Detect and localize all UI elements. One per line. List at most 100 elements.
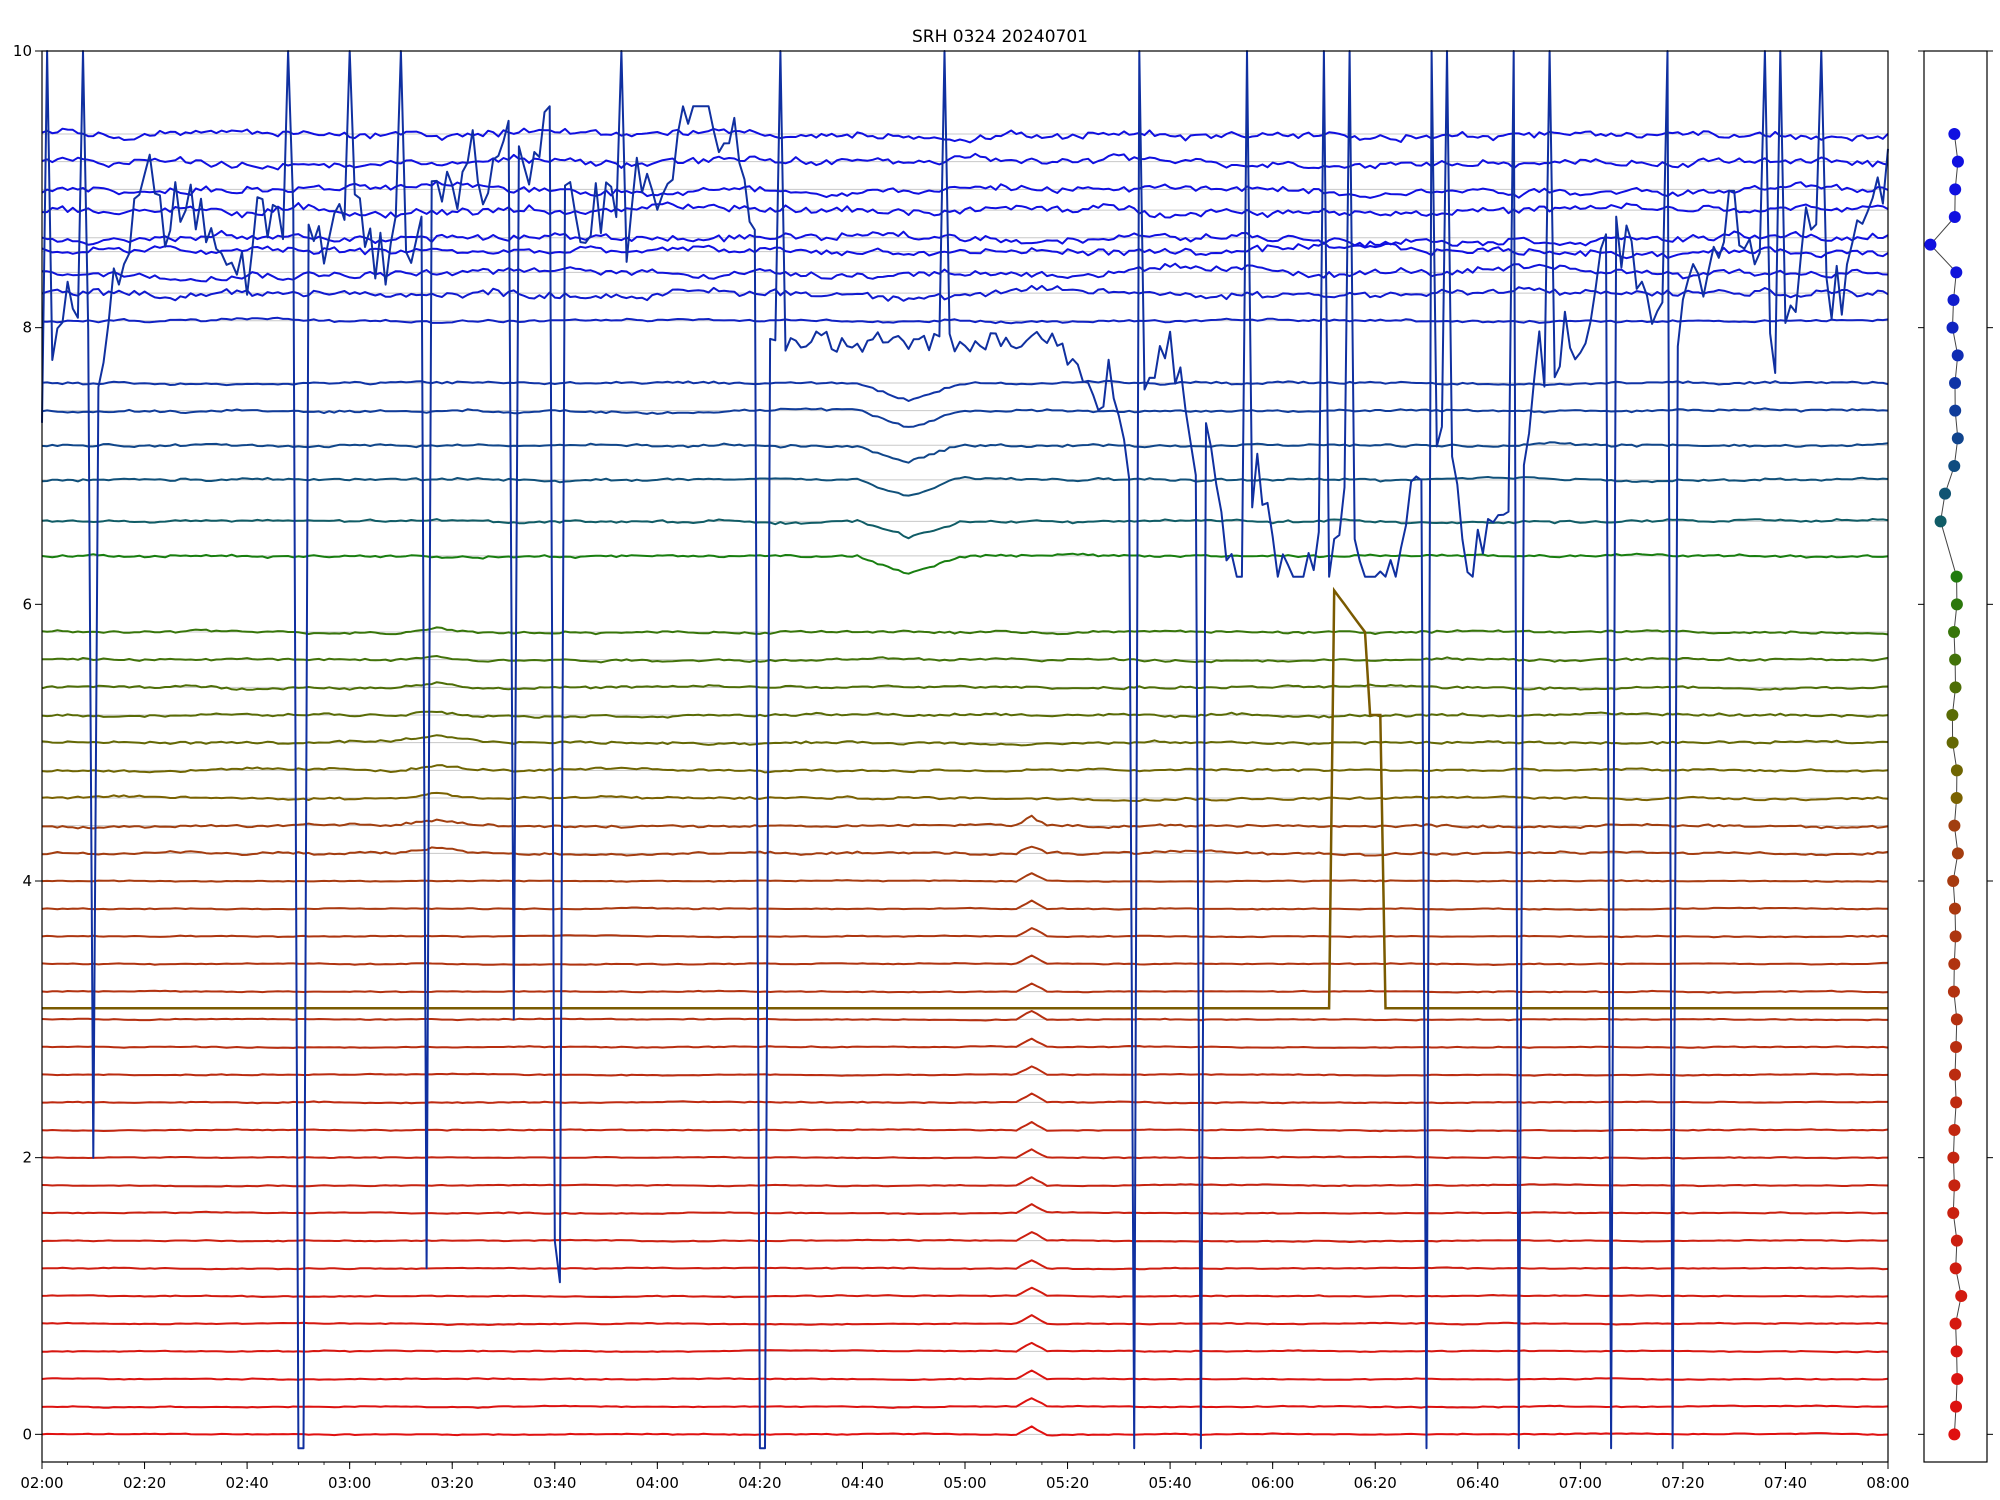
- side-point: [1947, 875, 1960, 887]
- side-point: [1950, 764, 1963, 777]
- side-point: [1950, 1400, 1963, 1413]
- series-line: [41, 1121, 1889, 1133]
- side-point: [1947, 294, 1960, 306]
- series-line: [41, 927, 1889, 939]
- side-point: [1949, 404, 1962, 417]
- x-tick-label: 08:00: [1866, 1474, 1909, 1492]
- series-line: [41, 441, 1889, 464]
- side-point: [1950, 266, 1963, 279]
- side-point: [1951, 432, 1964, 445]
- series-line: [42, 655, 1889, 664]
- series-line: [41, 1065, 1889, 1077]
- side-point: [1951, 349, 1964, 362]
- side-point: [1939, 487, 1952, 500]
- x-tick-label: 03:40: [533, 1474, 576, 1492]
- side-point: [1948, 819, 1961, 832]
- side-point: [1950, 1096, 1963, 1109]
- series-line: [41, 681, 1889, 691]
- series-line: [41, 845, 1889, 857]
- side-point: [1947, 1151, 1960, 1164]
- side-point: [1946, 736, 1959, 749]
- y-tick-label: 10: [13, 42, 32, 60]
- x-tick-label: 06:20: [1354, 1474, 1397, 1492]
- x-tick-label: 06:40: [1456, 1474, 1499, 1492]
- side-point: [1946, 321, 1959, 334]
- series-line: [41, 791, 1889, 802]
- side-point: [1947, 1207, 1960, 1219]
- side-panel-points: [1924, 128, 1968, 1441]
- series-line: [41, 316, 1889, 325]
- series-line: [41, 152, 1889, 171]
- series-line: [41, 1397, 1889, 1409]
- side-point: [1950, 1041, 1963, 1053]
- series-line: [41, 518, 1889, 540]
- y-tick-label: 6: [22, 595, 32, 613]
- y-tick-label: 8: [22, 319, 32, 337]
- side-point: [1950, 1345, 1963, 1358]
- side-point: [1948, 902, 1961, 915]
- side-point: [1948, 626, 1961, 638]
- side-point: [1948, 211, 1961, 223]
- side-point: [1949, 377, 1962, 389]
- side-point: [1948, 1068, 1961, 1081]
- y-tick-label: 2: [22, 1149, 32, 1167]
- side-point: [1950, 792, 1963, 804]
- side-point: [1955, 1290, 1968, 1302]
- series-line: [41, 1341, 1889, 1354]
- x-tick-label: 02:20: [123, 1474, 166, 1492]
- side-point: [1946, 709, 1959, 721]
- series-line: [41, 1231, 1889, 1243]
- x-tick-label: 05:00: [943, 1474, 986, 1492]
- series-line: [41, 262, 1889, 283]
- series-line: [41, 734, 1889, 747]
- side-point: [1949, 681, 1962, 694]
- y-tick-label: 4: [22, 872, 32, 890]
- x-tick-label: 06:00: [1251, 1474, 1294, 1492]
- x-tick-label: 05:40: [1148, 1474, 1191, 1492]
- side-point: [1949, 930, 1962, 943]
- x-tick-label: 05:20: [1046, 1474, 1089, 1492]
- series-line: [41, 284, 1889, 302]
- y-tick-label: 0: [22, 1425, 32, 1443]
- side-point: [1951, 847, 1964, 860]
- series-line: [42, 1092, 1888, 1105]
- series-line: [41, 1369, 1889, 1381]
- series-line: [41, 407, 1889, 428]
- series-line: [41, 1425, 1889, 1437]
- outlier-trace: [41, 50, 1889, 1450]
- series-line: [41, 1148, 1888, 1160]
- side-point: [1948, 1124, 1961, 1136]
- x-tick-label: 02:00: [20, 1474, 63, 1492]
- series-line: [41, 1176, 1889, 1188]
- y-axis: 0 2 4 6 8 10: [13, 42, 1993, 1443]
- series-traces: [41, 50, 1889, 1450]
- side-point: [1949, 1262, 1962, 1275]
- series-line: [41, 180, 1889, 199]
- side-point: [1924, 238, 1937, 251]
- series-line: [41, 552, 1889, 575]
- side-point: [1948, 128, 1961, 140]
- series-line: [41, 872, 1889, 883]
- event-step-trace: [42, 586, 1888, 1010]
- x-tick-label: 04:40: [841, 1474, 884, 1492]
- side-point: [1947, 985, 1960, 998]
- series-line: [41, 379, 1889, 402]
- side-point: [1948, 1428, 1961, 1441]
- side-point: [1948, 1179, 1961, 1192]
- series-line: [41, 954, 1888, 966]
- x-tick-label: 02:40: [225, 1474, 268, 1492]
- side-point: [1950, 1234, 1963, 1247]
- series-line: [41, 626, 1889, 636]
- series-line: [41, 1010, 1888, 1022]
- series-line: [41, 764, 1889, 774]
- series-line: [41, 1286, 1889, 1299]
- side-point: [1949, 1317, 1962, 1330]
- series-line: [41, 241, 1889, 260]
- series-line: [41, 127, 1889, 144]
- chart-title: SRH 0324 20240701: [912, 27, 1088, 47]
- series-line: [42, 201, 1889, 219]
- series-line: [41, 476, 1889, 497]
- series-line: [41, 1037, 1889, 1049]
- series-line: [41, 982, 1889, 994]
